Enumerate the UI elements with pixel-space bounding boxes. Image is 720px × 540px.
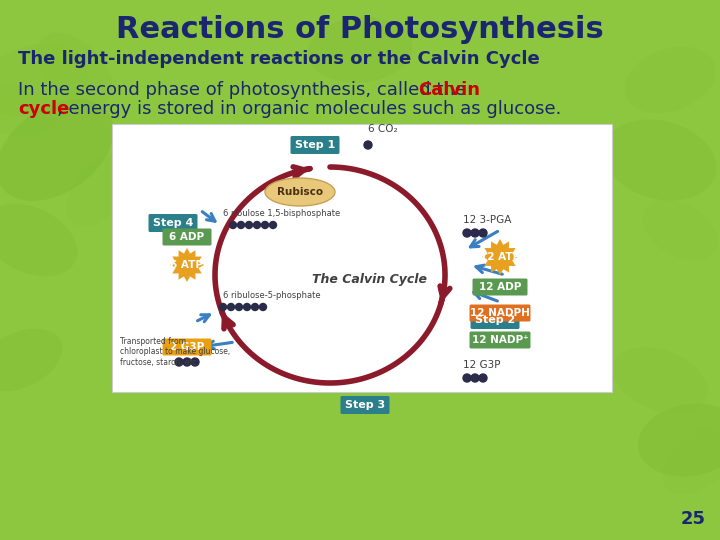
Circle shape — [364, 141, 372, 149]
Text: Rubisco: Rubisco — [277, 187, 323, 197]
Text: 12 ATP: 12 ATP — [480, 252, 520, 262]
Text: 25: 25 — [681, 510, 706, 528]
Text: 12 3-PGA: 12 3-PGA — [463, 215, 511, 225]
Text: , energy is stored in organic molecules such as glucose.: , energy is stored in organic molecules … — [57, 100, 562, 118]
Circle shape — [269, 221, 276, 228]
Circle shape — [463, 374, 471, 382]
Text: Step 3: Step 3 — [345, 400, 385, 410]
Text: 12 NADPH: 12 NADPH — [470, 308, 530, 318]
Circle shape — [191, 358, 199, 366]
Circle shape — [228, 303, 235, 310]
Text: 12 ADP: 12 ADP — [479, 282, 521, 292]
Text: Step 1: Step 1 — [295, 140, 335, 150]
Text: Step 4: Step 4 — [153, 218, 193, 228]
Text: The light-independent reactions or the Calvin Cycle: The light-independent reactions or the C… — [18, 50, 540, 68]
FancyBboxPatch shape — [163, 339, 212, 355]
Ellipse shape — [0, 99, 114, 201]
FancyBboxPatch shape — [469, 332, 531, 348]
Text: 12 NADP⁺: 12 NADP⁺ — [472, 335, 528, 345]
Text: 6 ATP: 6 ATP — [171, 260, 204, 270]
Text: 2 G3P: 2 G3P — [170, 342, 204, 352]
Ellipse shape — [0, 329, 63, 392]
Text: The Calvin Cycle: The Calvin Cycle — [312, 273, 428, 287]
Ellipse shape — [624, 46, 716, 113]
Text: Calvin: Calvin — [418, 81, 480, 99]
Ellipse shape — [265, 178, 335, 206]
Circle shape — [243, 303, 251, 310]
Ellipse shape — [0, 204, 77, 276]
Text: 6 ADP: 6 ADP — [169, 232, 204, 242]
Circle shape — [238, 221, 245, 228]
Text: 6 CO₂: 6 CO₂ — [368, 124, 397, 134]
Text: 6 ribulose-5-phosphate: 6 ribulose-5-phosphate — [223, 291, 320, 300]
Circle shape — [253, 221, 261, 228]
FancyBboxPatch shape — [341, 396, 390, 414]
Polygon shape — [170, 248, 204, 282]
FancyBboxPatch shape — [472, 279, 528, 295]
Circle shape — [246, 221, 253, 228]
Ellipse shape — [603, 119, 716, 200]
Circle shape — [471, 374, 479, 382]
Ellipse shape — [662, 426, 720, 495]
Circle shape — [479, 229, 487, 237]
Ellipse shape — [0, 43, 89, 117]
FancyBboxPatch shape — [469, 305, 531, 321]
FancyBboxPatch shape — [112, 124, 612, 392]
Polygon shape — [482, 239, 518, 275]
Circle shape — [230, 221, 236, 228]
Text: 6 ribulose 1,5-bisphosphate: 6 ribulose 1,5-bisphosphate — [223, 208, 341, 218]
FancyBboxPatch shape — [148, 214, 197, 232]
Circle shape — [220, 303, 227, 310]
Circle shape — [471, 229, 479, 237]
Text: In the second phase of photosynthesis, called the: In the second phase of photosynthesis, c… — [18, 81, 472, 99]
Ellipse shape — [642, 200, 718, 260]
Text: Reactions of Photosynthesis: Reactions of Photosynthesis — [116, 16, 604, 44]
Circle shape — [235, 303, 243, 310]
Text: cycle: cycle — [18, 100, 69, 118]
FancyBboxPatch shape — [470, 311, 520, 329]
Ellipse shape — [638, 403, 720, 477]
Ellipse shape — [612, 347, 708, 413]
Circle shape — [175, 358, 183, 366]
Ellipse shape — [0, 84, 57, 136]
Circle shape — [183, 358, 191, 366]
Circle shape — [261, 221, 269, 228]
Text: Transported from
chloroplast to make glucose,
fructose, starch, etc.: Transported from chloroplast to make glu… — [120, 337, 230, 367]
Circle shape — [259, 303, 266, 310]
FancyBboxPatch shape — [290, 136, 340, 154]
Ellipse shape — [67, 154, 133, 226]
Ellipse shape — [307, 17, 413, 83]
Text: 12 G3P: 12 G3P — [463, 360, 500, 370]
Circle shape — [251, 303, 258, 310]
FancyBboxPatch shape — [163, 228, 212, 246]
Ellipse shape — [37, 33, 112, 107]
Circle shape — [479, 374, 487, 382]
Circle shape — [463, 229, 471, 237]
Text: Step 2: Step 2 — [475, 315, 515, 325]
